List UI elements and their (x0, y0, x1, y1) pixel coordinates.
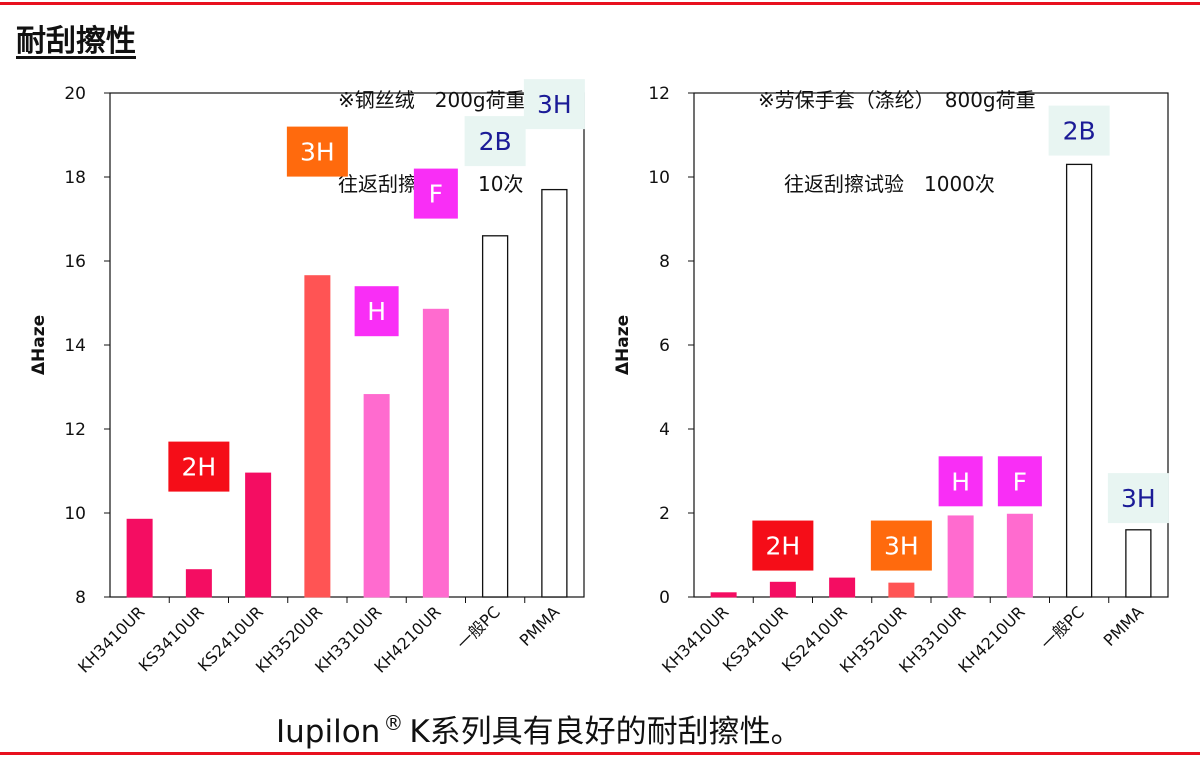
chart2-hardness-badge (997, 456, 1042, 507)
chart2-bar-4 (888, 582, 915, 598)
chart1-bar-2 (185, 569, 212, 598)
chart1-ytick-label: 10 (64, 504, 86, 524)
chart2-bar-7 (1065, 163, 1093, 598)
chart2-bar-2 (769, 581, 796, 598)
chart2-hardness-label: 2H (766, 532, 801, 561)
chart2-ytick-label: 6 (659, 336, 670, 356)
footer-text: K系列具有良好的耐刮擦性。 (409, 714, 802, 750)
chart1-category-label: 一般PC (453, 602, 504, 653)
chart1-hardness-label: 3H (300, 138, 335, 167)
chart1-hardness-label: 2H (182, 453, 217, 482)
chart2-ytick-label: 10 (648, 168, 670, 188)
chart2-hardness-label: 3H (884, 532, 919, 561)
chart2-bar-3 (829, 577, 856, 598)
chart1-hardness-label: 2B (479, 127, 512, 156)
chart1-category-label: PMMA (516, 602, 564, 650)
chart1-bar-3 (245, 472, 272, 598)
chart1-bar-8 (541, 188, 568, 598)
chart2-category-label: PMMA (1100, 602, 1148, 650)
chart2-hardness-label: H (951, 467, 970, 496)
chart2-hardness-label: 2B (1063, 117, 1096, 146)
footer-caption: Iupilon ® K系列具有良好的耐刮擦性。 (276, 706, 802, 751)
chart2-category-label: 一般PC (1037, 602, 1088, 653)
chart2-note-line2: 往返刮擦试验 1000次 (784, 172, 995, 196)
chart1-ytick-label: 8 (75, 588, 86, 608)
chart2-y-axis-label: ΔHaze (613, 315, 633, 375)
chart2-hardness-label: 3H (1121, 484, 1156, 513)
chart2-note: ※劳保手套（涤纶） 800g荷重 往返刮擦试验 1000次 (758, 30, 1036, 226)
chart2-hardness-badge (752, 520, 814, 571)
chart1-hardness-badge (413, 168, 458, 219)
chart1-note-line1: ※钢丝绒 200g荷重 (338, 88, 526, 112)
chart2-hardness-badge (938, 456, 983, 507)
chart1-hardness-label: 3H (537, 90, 572, 119)
chart1-bar-5 (363, 394, 390, 598)
chart2-bar-8 (1125, 529, 1152, 598)
page-title: 耐刮擦性 (16, 24, 136, 59)
chart1-hardness-label: H (367, 297, 386, 326)
chart2-ytick-label: 12 (648, 84, 670, 104)
chart1-bar-6 (422, 308, 449, 598)
chart1-ytick-label: 14 (64, 336, 86, 356)
chart2-ytick-label: 2 (659, 504, 670, 524)
chart1-hardness-badge (354, 286, 399, 337)
chart2-bar-5 (947, 515, 974, 598)
chart2-note-line1: ※劳保手套（涤纶） 800g荷重 (758, 88, 1036, 112)
chart1-hardness-badge (286, 126, 348, 177)
chart2-ytick-label: 4 (659, 420, 670, 440)
chart2-ytick-label: 8 (659, 252, 670, 272)
chart2-hardness-badge (870, 520, 932, 571)
chart1-hardness-badge (523, 79, 585, 130)
chart1-ytick-label: 12 (64, 420, 86, 440)
chart2-hardness-badge (1048, 105, 1110, 156)
chart2-bar-1 (710, 592, 737, 598)
footer-registered-mark: ® (383, 711, 404, 735)
chart1-ytick-label: 16 (64, 252, 86, 272)
chart1-ytick-label: 20 (64, 84, 86, 104)
footer-brand: Iupilon (276, 714, 381, 750)
chart2-bar-6 (1006, 513, 1033, 598)
chart1-hardness-label: F (429, 180, 443, 209)
chart1-ytick-label: 18 (64, 168, 86, 188)
chart1-bar-4 (304, 275, 331, 598)
top-rule (0, 2, 1200, 5)
chart2-ytick-label: 0 (659, 588, 670, 608)
chart1-hardness-badge (168, 441, 230, 492)
chart1-hardness-badge (464, 116, 526, 167)
chart1-bar-1 (126, 518, 153, 598)
chart2-hardness-badge (1107, 473, 1169, 524)
chart2-hardness-label: F (1013, 467, 1027, 496)
chart1-bar-7 (481, 235, 509, 598)
chart1-y-axis-label: ΔHaze (29, 315, 49, 375)
bottom-rule (0, 752, 1200, 755)
